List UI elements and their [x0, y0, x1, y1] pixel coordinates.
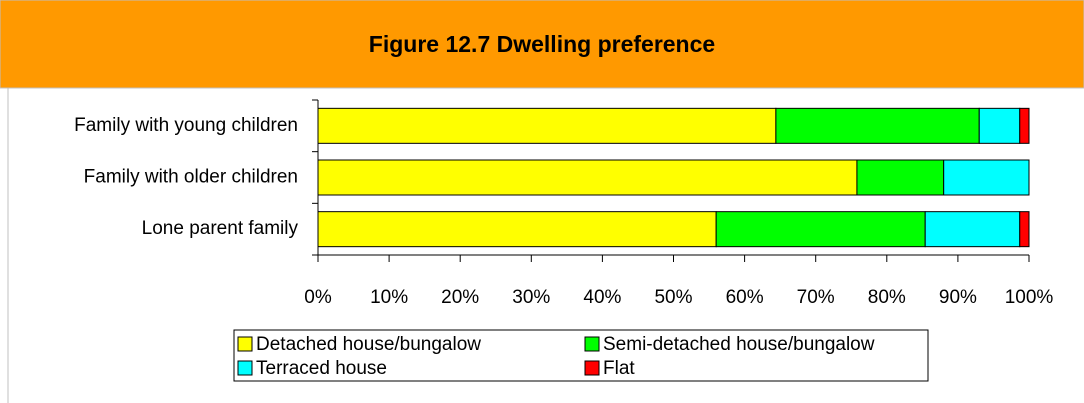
x-tick-label: 80%	[868, 287, 906, 308]
legend-label: Flat	[603, 358, 635, 379]
legend-label: Detached house/bungalow	[256, 334, 481, 355]
y-tick-label: Family with older children	[84, 167, 298, 188]
legend-swatch	[584, 360, 600, 376]
bar-segment	[1019, 211, 1030, 248]
bar-segment	[924, 211, 1021, 248]
header-band	[0, 0, 1084, 89]
bar-segment	[715, 211, 926, 248]
bar-segment	[1019, 107, 1030, 144]
bar-segment	[317, 211, 717, 248]
legend-label: Terraced house	[256, 358, 387, 379]
x-tick-label: 70%	[797, 287, 835, 308]
x-tick-label: 30%	[512, 287, 550, 308]
x-tick-label: 0%	[304, 287, 332, 308]
x-tick-label: 60%	[726, 287, 764, 308]
legend-swatch	[237, 336, 253, 352]
x-tick-label: 40%	[583, 287, 621, 308]
bar-segment	[943, 159, 1030, 196]
bar-segment	[317, 159, 858, 196]
legend-box	[233, 329, 929, 382]
x-tick-label: 50%	[654, 287, 692, 308]
legend-swatch	[237, 360, 253, 376]
bar-segment	[317, 107, 777, 144]
x-tick-label: 100%	[1005, 287, 1054, 308]
bar-segment	[978, 107, 1021, 144]
chart-title: Figure 12.7 Dwelling preference	[369, 31, 715, 57]
bar-segment	[775, 107, 980, 144]
legend-swatch	[584, 336, 600, 352]
bar-segment	[856, 159, 945, 196]
legend-label: Semi-detached house/bungalow	[603, 334, 875, 355]
x-tick-label: 10%	[370, 287, 408, 308]
y-tick-label: Lone parent family	[142, 218, 299, 239]
x-tick-label: 90%	[939, 287, 977, 308]
y-tick-label: Family with young children	[74, 115, 298, 136]
x-tick-label: 20%	[441, 287, 479, 308]
